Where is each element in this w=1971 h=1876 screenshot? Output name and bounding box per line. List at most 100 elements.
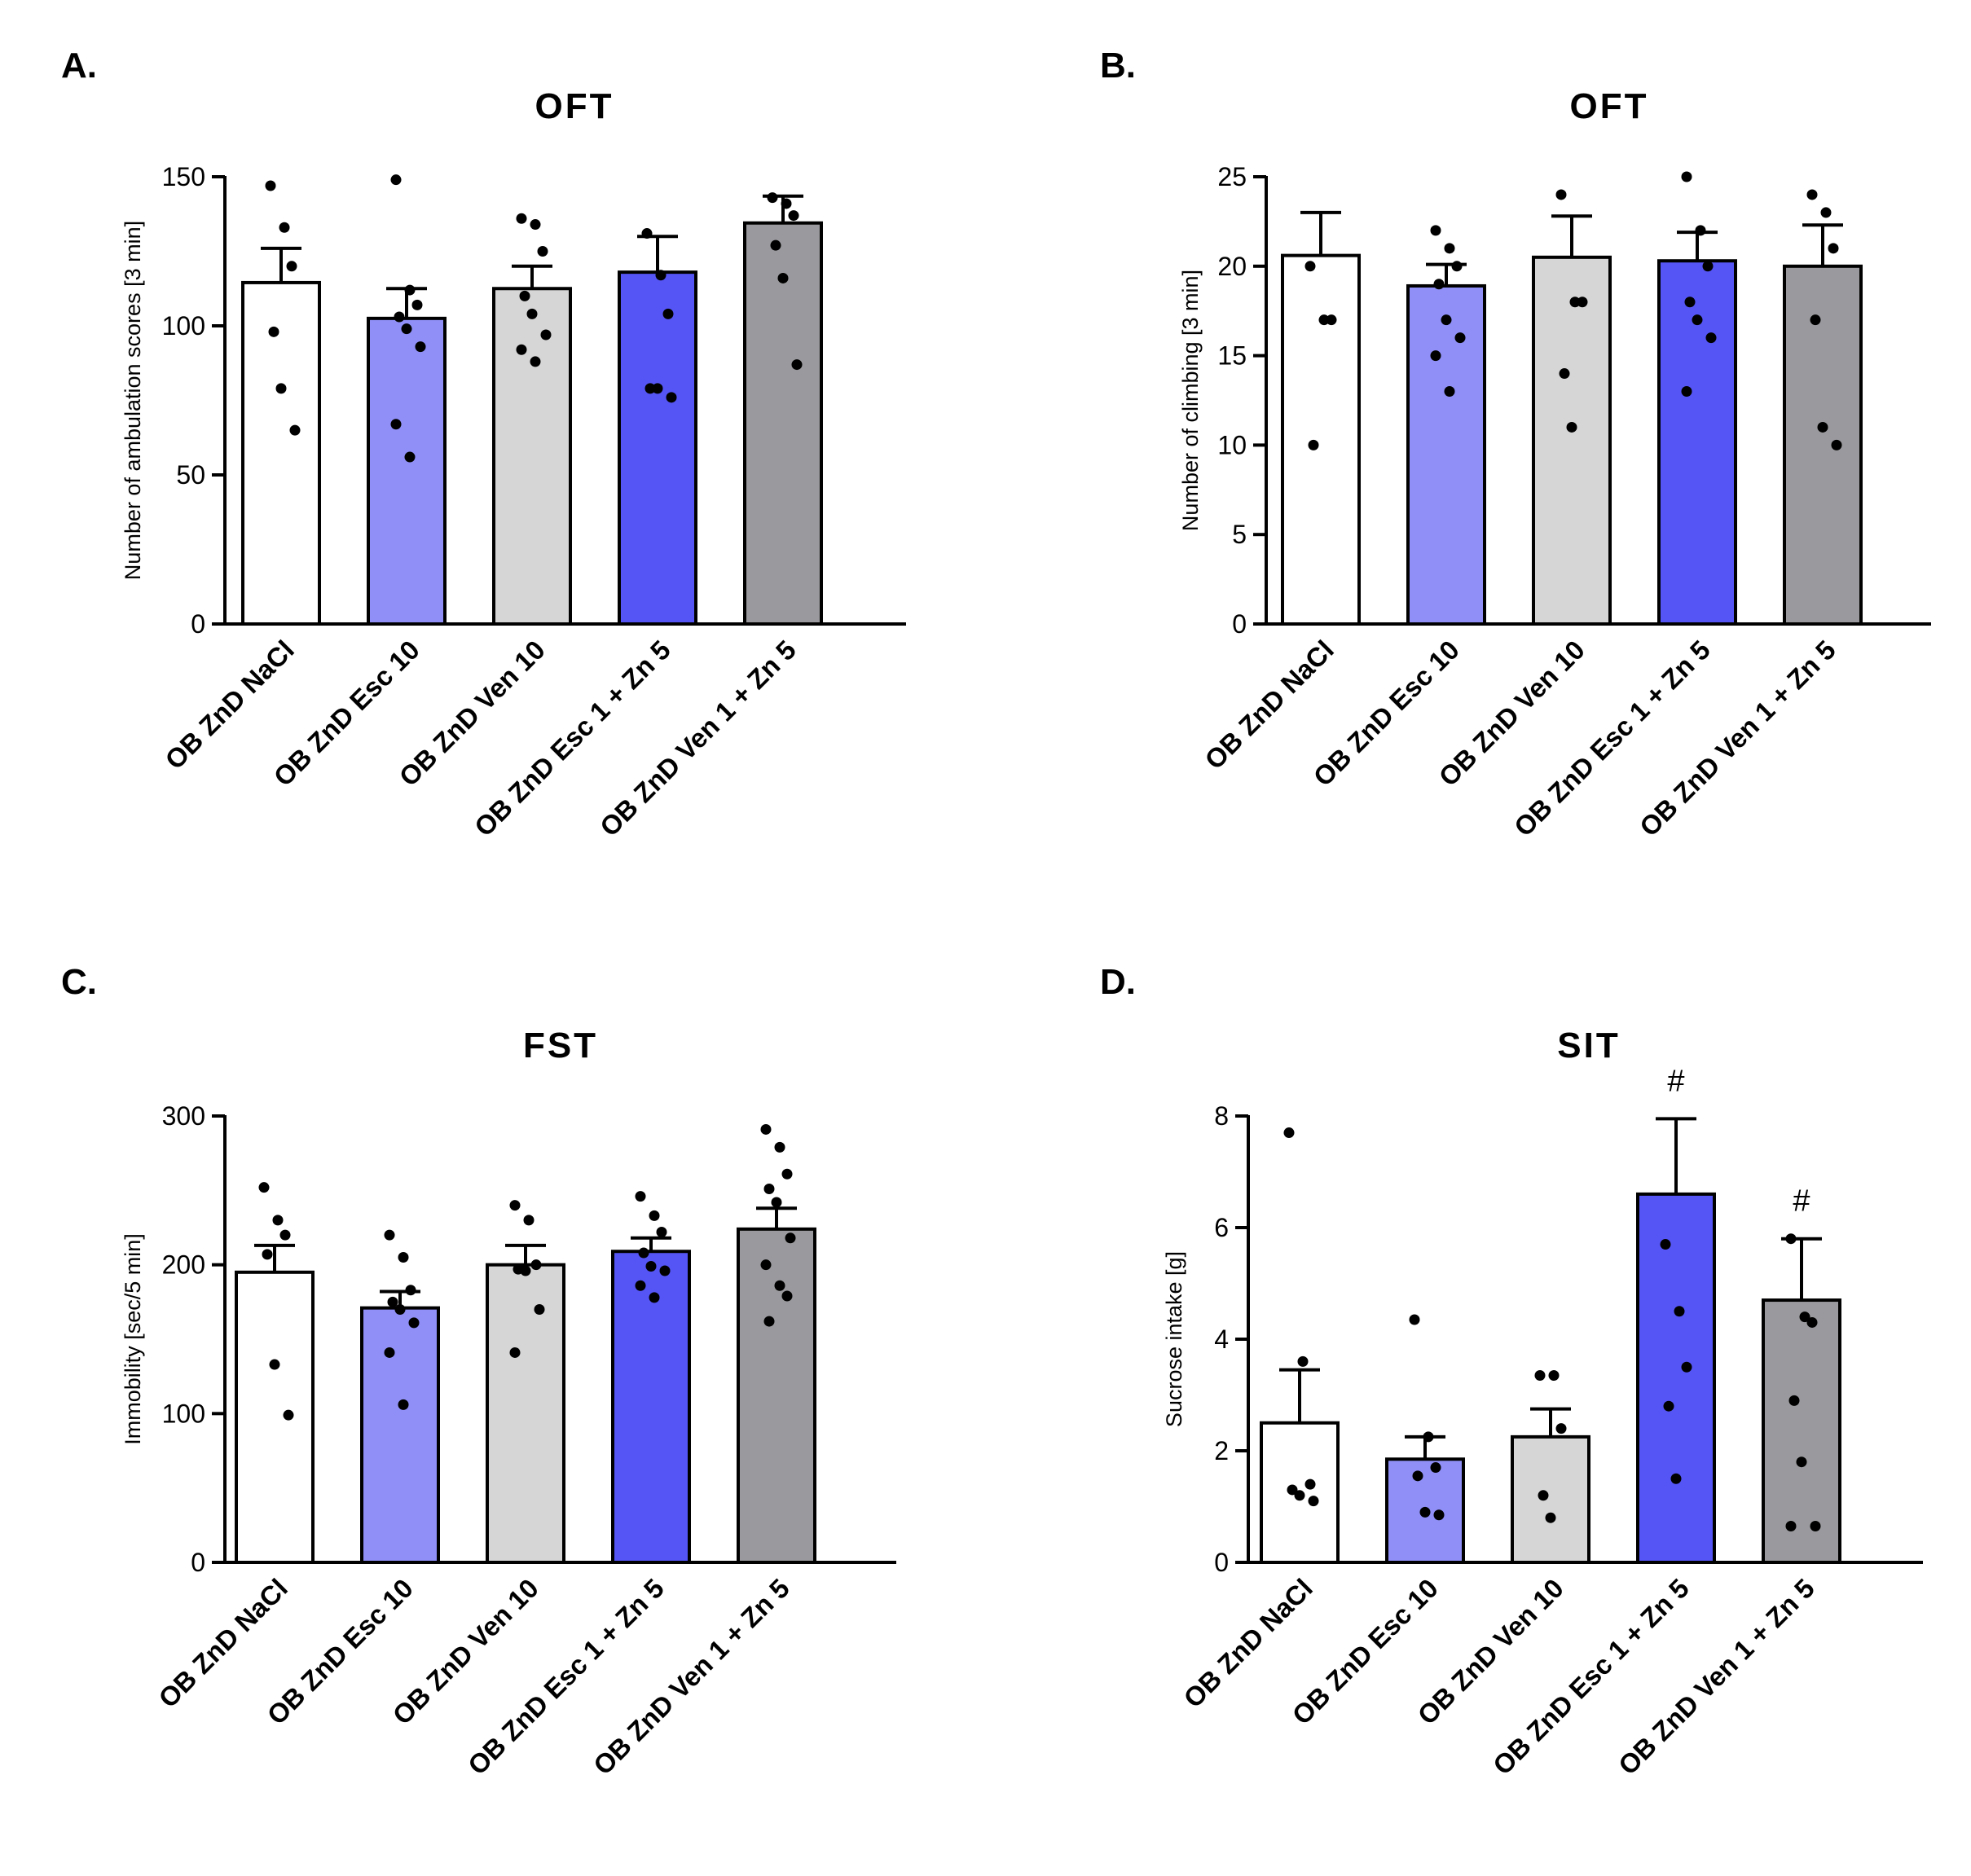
bar (360, 1306, 440, 1564)
bar (1783, 264, 1863, 626)
y-tick-label: 2 (1214, 1436, 1229, 1465)
data-point (1430, 350, 1441, 362)
data-point (411, 299, 423, 310)
data-point (1433, 279, 1445, 290)
data-point (1785, 1233, 1797, 1245)
data-point (1534, 1370, 1546, 1382)
data-point (268, 326, 279, 337)
data-point (1548, 1370, 1560, 1382)
data-point (1433, 1509, 1445, 1521)
data-point (509, 1347, 521, 1358)
data-point (1681, 171, 1692, 182)
data-point (540, 329, 552, 340)
data-point (1441, 314, 1452, 326)
bar (611, 1250, 691, 1565)
bar (1511, 1434, 1590, 1564)
data-point (1817, 421, 1828, 433)
x-tick-label: OB ZnD NaCl (159, 635, 300, 775)
data-point (279, 1229, 291, 1241)
y-tick-label: 150 (162, 162, 205, 191)
significance-marker: # (1667, 1064, 1684, 1098)
y-tick-label: 6 (1214, 1213, 1229, 1242)
panel-label: B. (1100, 46, 1136, 86)
y-tick-label: 50 (176, 460, 205, 490)
data-point (1663, 1400, 1674, 1412)
data-point (530, 1259, 542, 1271)
bar (1762, 1298, 1841, 1565)
data-point (1283, 1127, 1295, 1139)
data-point (763, 1316, 775, 1327)
data-point (1297, 1355, 1309, 1367)
data-point (1660, 1239, 1671, 1250)
data-point (638, 1247, 649, 1259)
bar (1281, 253, 1361, 626)
data-point (1412, 1470, 1423, 1482)
chart-panel-b: B. OFT 0 5 10 15 20 25 Number of climbing [3 min… (1100, 46, 1931, 842)
data-point (1828, 243, 1839, 254)
y-tick-label: 25 (1217, 162, 1247, 191)
data-point (530, 219, 541, 231)
data-point (283, 1409, 294, 1421)
data-point (1308, 1496, 1319, 1507)
data-point (394, 1303, 406, 1315)
data-point (662, 308, 674, 319)
data-point (275, 383, 287, 394)
data-point (408, 1317, 420, 1329)
data-point (390, 174, 402, 186)
data-point (1806, 1316, 1818, 1328)
data-point (1451, 261, 1463, 272)
y-tick-label: 20 (1217, 252, 1247, 281)
data-point (649, 1292, 660, 1303)
data-point (1695, 225, 1706, 236)
data-point (1430, 1462, 1441, 1474)
data-point (1681, 386, 1692, 398)
data-point (1799, 1311, 1810, 1323)
data-point (1670, 1473, 1682, 1484)
y-tick-label: 0 (191, 1548, 205, 1577)
data-point (785, 1232, 796, 1244)
data-point (516, 213, 527, 224)
data-point (767, 192, 778, 204)
data-point (641, 228, 653, 239)
y-tick-label: 0 (1232, 609, 1247, 639)
data-point (394, 311, 405, 323)
data-point (404, 451, 416, 463)
y-tick-label: 0 (191, 609, 205, 639)
data-point (1788, 1395, 1800, 1406)
data-point (534, 1303, 545, 1315)
data-point (1831, 439, 1842, 450)
bar (1406, 283, 1486, 626)
data-point (1569, 297, 1581, 308)
y-tick-label: 200 (162, 1250, 205, 1280)
data-point (279, 222, 290, 233)
y-tick-label: 10 (1217, 430, 1247, 459)
chart-title: SIT (1557, 1026, 1620, 1065)
data-point (1304, 261, 1316, 272)
data-point (788, 210, 799, 222)
data-point (760, 1259, 772, 1271)
data-point (519, 290, 530, 301)
y-tick-label: 8 (1214, 1101, 1229, 1131)
data-point (771, 1197, 782, 1208)
data-point (401, 323, 412, 335)
data-point (398, 1252, 409, 1263)
data-point (516, 344, 527, 355)
data-point (1419, 1506, 1431, 1518)
panel-label: D. (1100, 962, 1136, 1002)
y-tick-label: 15 (1217, 341, 1247, 371)
data-point (1318, 314, 1330, 326)
data-point (404, 284, 416, 296)
x-tick-label: OB ZnD NaCl (152, 1573, 293, 1714)
data-point (520, 1265, 531, 1276)
data-point (666, 392, 677, 403)
data-point (1577, 297, 1588, 308)
data-point (384, 1229, 395, 1241)
data-point (289, 424, 301, 436)
data-point (1702, 261, 1714, 272)
bar (367, 316, 447, 626)
data-point (652, 383, 663, 394)
data-point (415, 341, 426, 353)
significance-marker: # (1793, 1184, 1810, 1219)
data-point (635, 1191, 646, 1202)
